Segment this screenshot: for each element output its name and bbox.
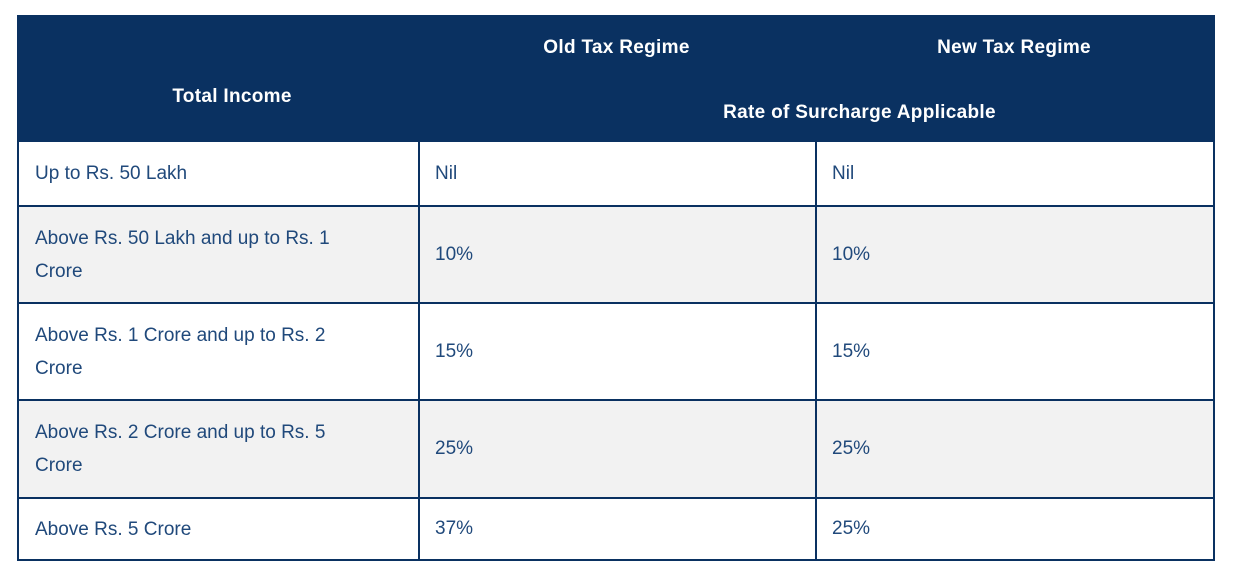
table-header: Total Income Old Tax Regime New Tax Regi… <box>19 17 1213 142</box>
income-range-cell: Up to Rs. 50 Lakh <box>35 163 188 184</box>
surcharge-rate-table: Total Income Old Tax Regime New Tax Regi… <box>17 15 1215 561</box>
table-row: Above Rs. 5 Crore 37% 25% <box>19 497 1213 559</box>
old-regime-rate-cell: 15% <box>418 304 815 399</box>
header-old-tax-regime: Old Tax Regime <box>543 37 690 58</box>
new-regime-rate-cell: Nil <box>815 142 1213 205</box>
table-row: Above Rs. 2 Crore and up to Rs. 5 Crore … <box>19 399 1213 497</box>
income-range-cell: Above Rs. 50 Lakh and up to Rs. 1 Crore <box>35 227 330 282</box>
new-regime-rate-cell: 25% <box>815 499 1213 559</box>
table-row: Up to Rs. 50 Lakh Nil Nil <box>19 142 1213 205</box>
old-regime-rate-cell: 25% <box>418 401 815 497</box>
old-regime-rate-cell: Nil <box>418 142 815 205</box>
new-regime-rate-cell: 15% <box>815 304 1213 399</box>
income-range-cell: Above Rs. 5 Crore <box>35 518 192 540</box>
table-row: Above Rs. 50 Lakh and up to Rs. 1 Crore … <box>19 205 1213 302</box>
header-rate-of-surcharge: Rate of Surcharge Applicable <box>723 102 996 123</box>
header-new-tax-regime: New Tax Regime <box>937 37 1091 58</box>
old-regime-rate-cell: 10% <box>418 207 815 302</box>
income-range-cell: Above Rs. 2 Crore and up to Rs. 5 Crore <box>35 422 326 476</box>
new-regime-rate-cell: 25% <box>815 401 1213 497</box>
table-row: Above Rs. 1 Crore and up to Rs. 2 Crore … <box>19 302 1213 399</box>
table-body: Up to Rs. 50 Lakh Nil Nil Above Rs. 50 L… <box>19 142 1213 559</box>
header-total-income: Total Income <box>172 86 292 107</box>
old-regime-rate-cell: 37% <box>418 499 815 559</box>
new-regime-rate-cell: 10% <box>815 207 1213 302</box>
income-range-cell: Above Rs. 1 Crore and up to Rs. 2 Crore <box>35 324 326 379</box>
